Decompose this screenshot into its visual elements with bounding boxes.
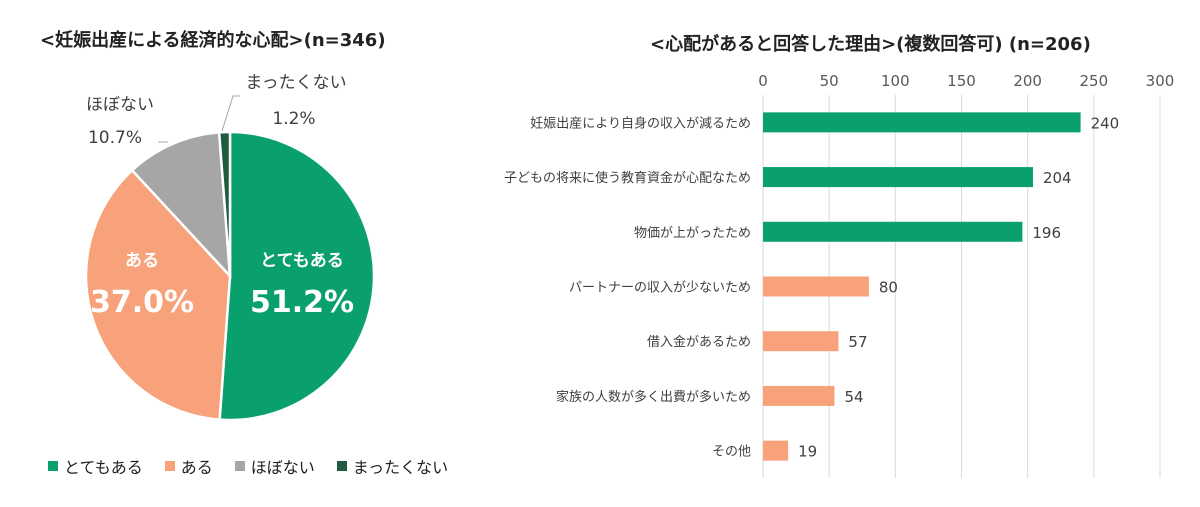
legend-label: ある [180,458,213,477]
pie-label-name-3: まったくない [245,73,346,93]
pie-chart: とてもある 51.2% ある 37.0% ほぼない 10.7% まったくない 1.2% [84,73,376,422]
pie-slice-1 [84,168,232,421]
bar-5 [763,385,835,406]
pie-slice-0 [218,130,376,422]
bar-value-label: 54 [844,388,863,406]
pie-chart-title: <妊娠出産による経済的な心配>(n=346) [40,30,386,51]
pie-slice-2 [130,131,232,280]
pie-leader-line-3 [221,95,240,132]
bar-6 [763,440,789,461]
legend-swatch [164,461,175,471]
legend-item: まったくない [336,454,449,478]
legend-item: ほぼない [234,454,315,478]
pie-label-name-0: とてもある [260,251,344,271]
pie-label-name-1: ある [125,251,159,271]
bar-value-label: 196 [1032,224,1061,242]
x-tick-label: 250 [1080,72,1109,90]
bar-chart: 0 50 100 150 200 250 300 妊娠出産により自身の収入が減るため 240 子ど… [504,72,1175,478]
x-tick-label: 0 [758,72,768,90]
x-tick-label: 300 [1146,72,1175,90]
pie-chart-panel: <妊娠出産による経済的な心配>(n=346) とてもある 51.2% ある 37.0%… [0,0,470,507]
x-tick-label: 200 [1013,72,1042,90]
category-label: 子どもの将来に使う教育資金が心配なため [504,170,751,186]
bar-chart-title: <心配があると回答した理由>(複数回答可) (n=206) [650,34,1091,55]
legend-item: とてもある [48,454,143,478]
legend-swatch [336,461,347,471]
bar-chart-panel: <心配があると回答した理由>(複数回答可) (n=206) 0 50 100 150 2… [470,0,1200,507]
legend-label: ほぼない [250,458,315,477]
bar-1 [763,167,1033,188]
pie-label-value-0: 51.2% [250,285,354,320]
x-tick-label: 50 [820,72,839,90]
category-label: パートナーの収入が少ないため [569,281,751,296]
category-label: 妊娠出産により自身の収入が減るため [530,115,751,131]
category-label: 物価が上がったため [634,226,751,241]
bar-value-label: 57 [848,333,867,351]
legend-swatch [48,461,58,471]
pie-label-value-2: 10.7% [88,128,142,148]
pie-slice-3 [217,130,232,277]
bar-0 [763,112,1081,133]
pie-label-value-3: 1.2% [272,109,315,129]
legend-label: まったくない [352,458,449,477]
pie-label-name-2: ほぼない [86,95,154,115]
legend-item: ある [164,454,213,478]
category-label: その他 [712,445,751,460]
bar-3 [763,276,869,297]
bar-4 [763,331,839,352]
x-tick-label: 100 [881,72,910,90]
bar-value-label: 80 [879,279,898,297]
bar-2 [763,221,1023,242]
pie-label-value-1: 37.0% [90,285,194,320]
legend-swatch [234,461,245,471]
category-label: 借入金があるため [647,334,751,350]
pie-legend: とてもある ある ほぼない まったくない [48,454,448,478]
bar-value-label: 204 [1043,169,1072,187]
category-label: 家族の人数が多く出費が多いため [556,389,751,405]
legend-label: とてもある [64,458,143,477]
bar-value-label: 240 [1091,114,1120,132]
x-tick-label: 150 [947,72,976,90]
bar-value-label: 19 [798,443,817,461]
